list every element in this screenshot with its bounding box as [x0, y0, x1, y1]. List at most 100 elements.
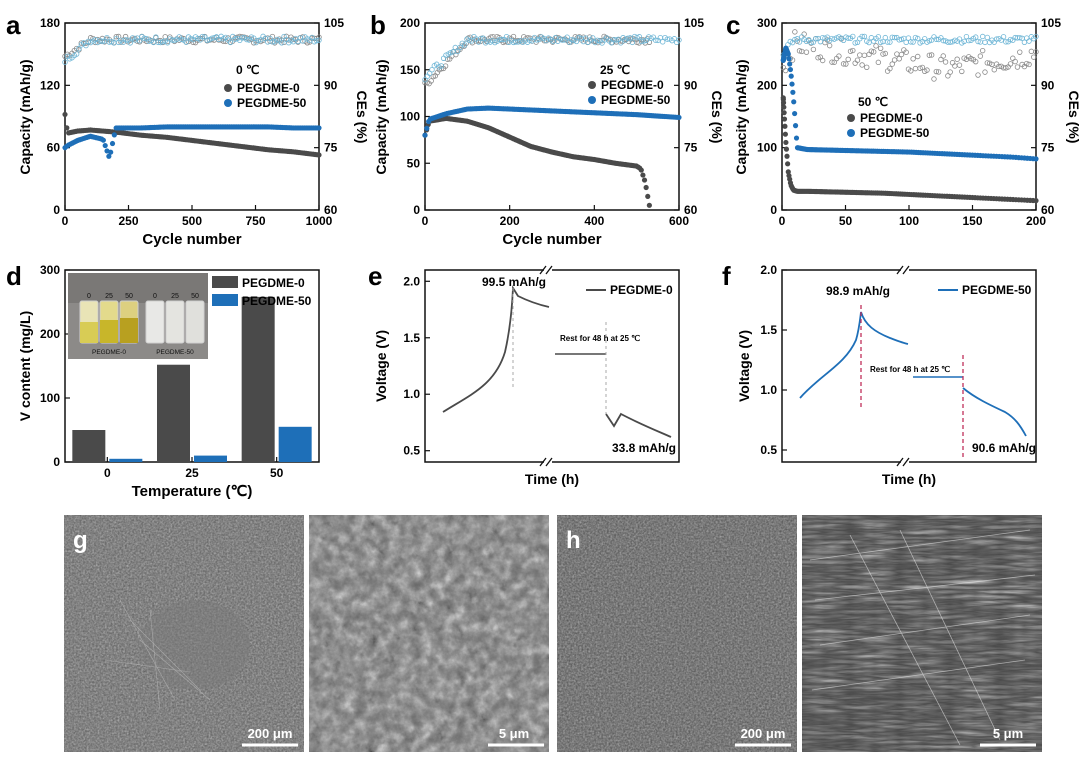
chart-e-y-tick-label-2: 1.5 — [403, 331, 420, 345]
chart-a-ce-point — [299, 38, 306, 44]
chart-c-y2-tick-label-2: 90 — [1041, 78, 1055, 92]
chart-a-y-tick-label-0: 0 — [53, 203, 60, 217]
chart-a-x-tick-label-0: 0 — [62, 214, 69, 228]
chart-f-annotation-rest: Rest for 48 h at 25 ℃ — [870, 365, 950, 374]
chart-c-y2-tick-label-0: 60 — [1041, 203, 1055, 217]
chart-c-ce-point — [840, 61, 847, 67]
chart-c-ce-point — [861, 52, 868, 59]
chart-b-ce-point — [627, 35, 633, 41]
chart-c-ce-point — [1033, 33, 1039, 40]
chart-c-ce-point — [891, 34, 898, 41]
chart-b-ce-point — [447, 50, 454, 56]
sem-image-g-high: 5 μm — [309, 515, 549, 752]
chart-b-x-tick-label-3: 600 — [669, 214, 689, 228]
chart-c-ce-point — [975, 72, 981, 78]
chart-c-ce-point — [1014, 64, 1021, 70]
chart-a-y2-ticks: 60 75 90 105 — [314, 16, 344, 217]
chart-c-y2label: CEs (%) — [1066, 91, 1080, 144]
chart-b-ce-point — [503, 33, 510, 40]
chart-c-ce-point — [926, 38, 933, 44]
chart-d-y-tick-label-1: 100 — [40, 391, 60, 405]
chart-c-ce-point — [959, 68, 965, 75]
vial-5 — [165, 300, 185, 344]
chart-c-point-pegdme-0 — [1033, 198, 1039, 204]
chart-a-point-pegdme-50 — [111, 132, 117, 138]
chart-c-y-ticks: 0 100 200 300 — [757, 16, 787, 217]
chart-c-ce-point — [877, 45, 884, 51]
chart-b-point-pegdme-0 — [638, 167, 644, 173]
chart-a-ce-point — [76, 46, 82, 52]
vials-photo-inset: 0 25 50 0 25 50 PEGDME-0 PEGDME-50 — [68, 273, 208, 359]
chart-f-y-ticks: 0.5 1.0 1.5 2.0 — [760, 263, 787, 457]
chart-c-ce-point — [910, 56, 916, 62]
sem-g-low-texture — [64, 515, 304, 752]
scale-label-h-low: 200 μm — [741, 726, 786, 741]
chart-c-ce-point — [1017, 34, 1023, 41]
vial-label-4: 0 — [153, 293, 157, 300]
chart-d: 0 100 200 300 0 25 50 Temperature (℃) V conte… — [17, 263, 320, 500]
chart-c-ce-point — [1007, 36, 1014, 43]
chart-c-ce-point — [982, 69, 988, 75]
chart-c-point-pegdme-50 — [792, 110, 798, 117]
chart-a-ce-point — [251, 35, 257, 41]
chart-f-annotation-discharge: 90.6 mAh/g — [972, 441, 1036, 455]
chart-a-legend-marker-0 — [224, 84, 232, 92]
chart-c-ce-point — [896, 37, 902, 43]
chart-c-ce-point — [945, 73, 951, 79]
chart-c-ce-point — [975, 38, 981, 45]
chart-a-point-pegdme-50 — [106, 153, 112, 159]
chart-b-ce-point — [569, 36, 575, 43]
chart-e-y-tick-label-0: 0.5 — [403, 444, 420, 458]
chart-d-x-ticks: 0 25 50 — [104, 457, 284, 480]
chart-a-ce-point — [113, 34, 119, 40]
chart-f-axis-break-bottom — [896, 457, 910, 467]
chart-a-ce-point — [316, 37, 322, 43]
chart-b-ce-point — [625, 35, 631, 41]
chart-a-point-pegdme-50 — [316, 125, 322, 131]
chart-b-x-tick-label-1: 200 — [500, 214, 520, 228]
chart-c-legend-title: 50 ℃ — [858, 95, 888, 109]
chart-b-y-tick-label-2: 100 — [400, 110, 420, 124]
chart-c-ce-point — [903, 49, 909, 55]
chart-b-ce-point — [634, 34, 640, 41]
chart-a-ce-point — [199, 33, 206, 40]
scale-label-g-low: 200 μm — [248, 726, 293, 741]
inset-backdrop — [68, 273, 208, 303]
chart-c-ce-point — [982, 39, 988, 46]
chart-c-ce-point — [1028, 48, 1035, 55]
chart-c-ce-point — [940, 53, 946, 59]
chart-c-ce-point — [843, 61, 849, 67]
sem-h-low-texture — [557, 515, 797, 752]
chart-a-y-tick-label-3: 180 — [40, 16, 60, 30]
chart-c-ce-point — [782, 67, 789, 74]
chart-a-ce-point — [127, 40, 133, 46]
chart-b-y-tick-label-1: 50 — [407, 156, 421, 170]
chart-c-y-tick-label-3: 300 — [757, 16, 777, 30]
chart-c-ce-point — [933, 36, 939, 42]
vial-6 — [185, 300, 205, 344]
chart-c-ce-point — [908, 39, 914, 45]
chart-c-ce-point — [896, 56, 902, 62]
chart-b-point-pegdme-0 — [646, 202, 652, 208]
chart-c-ce-point — [887, 39, 893, 45]
chart-b-legend-label-0: PEGDME-0 — [601, 78, 664, 92]
chart-c-ce-point — [956, 62, 963, 68]
chart-e-y-tick-label-3: 2.0 — [403, 274, 420, 288]
chart-c-ce-point — [1024, 60, 1030, 67]
chart-c-ce-point — [859, 33, 865, 40]
chart-b-y-ticks: 0 50 100 150 200 — [400, 16, 430, 217]
chart-d-bar-pegdme-0-50 — [241, 296, 275, 462]
chart-c-ce-point — [949, 60, 956, 66]
chart-c-ce-point — [924, 67, 930, 73]
chart-c-point-pegdme-0 — [781, 116, 788, 122]
chart-c-ce-point — [864, 64, 870, 70]
chart-c-x-tick-label-2: 100 — [899, 214, 919, 228]
chart-b-y2-tick-label-1: 75 — [684, 141, 698, 155]
chart-c-ce-point — [977, 53, 984, 59]
chart-c-point-pegdme-0 — [783, 146, 790, 152]
chart-d-xlabel: Temperature (℃) — [132, 483, 253, 500]
chart-c-ce-point — [915, 35, 921, 42]
chart-c-ce-point — [908, 68, 914, 74]
inset-group-label-2: PEGDME-50 — [156, 349, 194, 356]
